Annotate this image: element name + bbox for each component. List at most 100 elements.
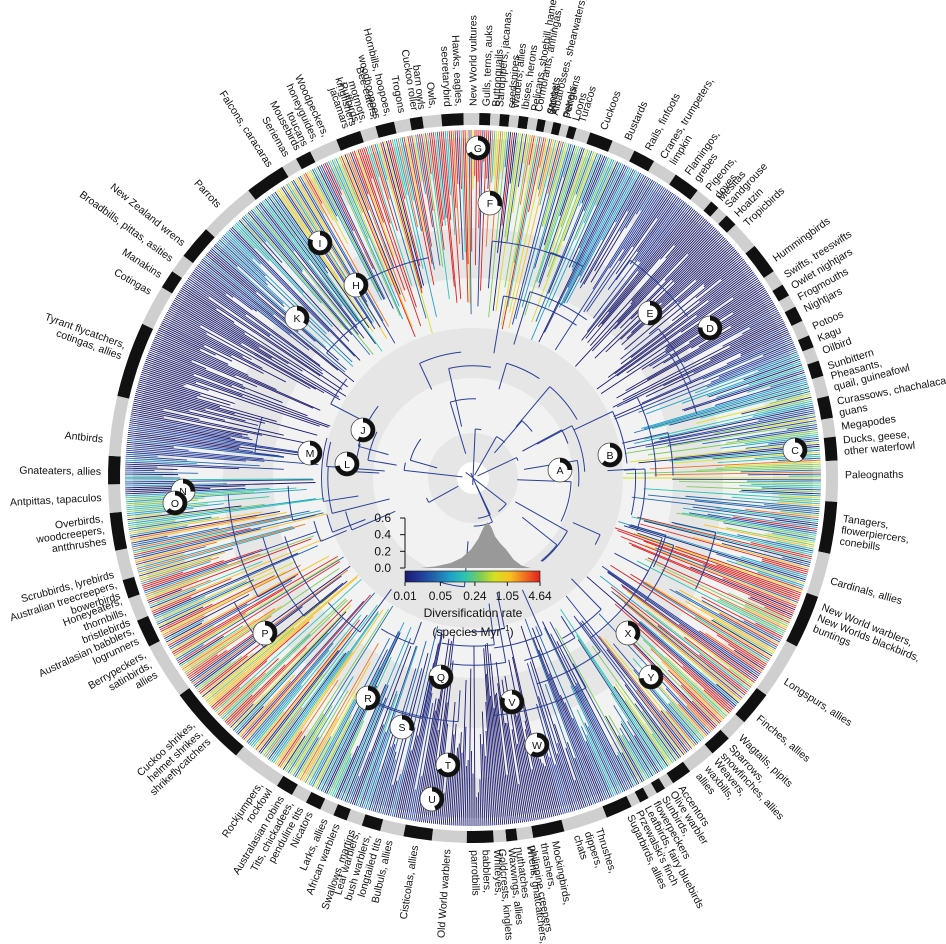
branch (601, 210, 697, 325)
node-center (433, 669, 449, 685)
branch (380, 142, 423, 294)
internal-branch (254, 417, 263, 454)
internal-branch (515, 386, 551, 428)
branch (514, 712, 535, 821)
branch (636, 560, 784, 636)
branch (543, 145, 578, 250)
clade-segment (276, 775, 298, 795)
node-center (602, 447, 618, 463)
branch (630, 266, 751, 358)
branch (556, 753, 576, 811)
branch (214, 243, 285, 307)
internal-branch (412, 621, 422, 645)
branch (125, 482, 182, 485)
branch (509, 132, 518, 184)
branch (638, 628, 732, 713)
branch (500, 135, 537, 326)
branch (769, 392, 811, 405)
branch (137, 385, 318, 436)
branch (462, 726, 467, 826)
clade-label: Buttonquails (490, 49, 506, 107)
branch (363, 147, 417, 308)
branch (643, 540, 800, 600)
branch (647, 557, 790, 623)
branch (311, 169, 338, 217)
branch (601, 171, 640, 241)
branch (640, 620, 738, 705)
branch (126, 439, 285, 458)
branch (545, 747, 564, 815)
branch (131, 535, 168, 544)
node-label: N (179, 486, 187, 498)
branch (708, 268, 752, 302)
branch (574, 158, 611, 240)
branch (320, 164, 354, 232)
branch (328, 161, 342, 190)
internal-branch (448, 368, 463, 427)
internal-branch (332, 519, 366, 533)
branch (755, 418, 816, 430)
clade-segment (608, 140, 635, 162)
branch (581, 620, 685, 756)
node-label: T (445, 760, 452, 772)
branch (157, 579, 255, 625)
clade-label: Bustards (622, 100, 650, 143)
branch (306, 171, 334, 221)
branch (132, 515, 292, 550)
clade-segment (778, 295, 796, 313)
branch (661, 240, 729, 304)
internal-branch (227, 494, 259, 598)
node-label: G (474, 143, 482, 155)
branch (203, 257, 274, 316)
clade-segment (109, 511, 128, 551)
branch (716, 508, 819, 523)
branch (549, 756, 566, 814)
branch (272, 192, 327, 269)
branch (565, 747, 587, 808)
branch (607, 195, 677, 290)
branch (395, 750, 412, 818)
branch (268, 196, 376, 345)
branch (755, 398, 813, 413)
node-center (289, 310, 305, 326)
branch (546, 148, 587, 263)
node-label: S (398, 722, 405, 734)
branch (374, 143, 427, 319)
branch (658, 673, 713, 731)
branch (125, 455, 188, 461)
clade-label-line: Cuckoos (598, 89, 624, 131)
branch (578, 153, 600, 207)
branch (742, 313, 781, 335)
branch (560, 149, 589, 228)
internal-branch (258, 575, 296, 598)
x-axis-title: Diversification rate (424, 606, 523, 620)
branch (198, 639, 266, 693)
branch (621, 752, 640, 785)
clade-segment (756, 640, 797, 696)
node-center (787, 442, 803, 458)
branch (674, 214, 702, 246)
branch (581, 154, 602, 204)
internal-branch (607, 468, 636, 472)
branch (171, 303, 242, 345)
branch (615, 192, 674, 275)
branch (734, 649, 764, 670)
branch (205, 254, 299, 333)
internal-branch (332, 498, 390, 514)
branch (294, 178, 346, 264)
branch (143, 548, 263, 590)
branch (629, 197, 680, 265)
branch (446, 130, 456, 235)
branch (610, 586, 747, 694)
branch (675, 545, 803, 590)
internal-branch (623, 525, 663, 539)
branch (393, 727, 416, 818)
clade-segment (784, 306, 803, 327)
clade-segment (206, 190, 256, 238)
internal-branch (573, 615, 601, 653)
branch (660, 710, 693, 749)
branch (634, 703, 677, 761)
branch (187, 277, 271, 337)
branch (125, 459, 198, 465)
branch (389, 774, 401, 817)
